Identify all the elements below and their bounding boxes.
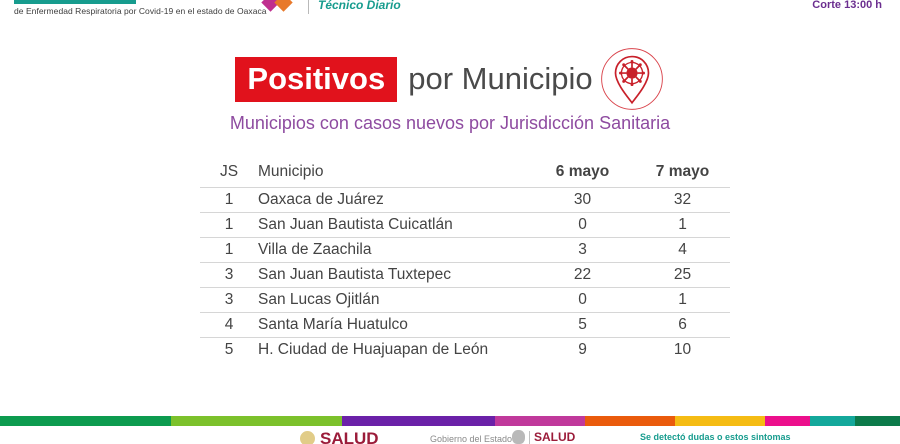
- municipios-table: JS Municipio 6 mayo 7 mayo 1 Oaxaca de Ju…: [200, 163, 730, 363]
- cell-js: 3: [224, 266, 234, 283]
- column-header-municipio: Municipio: [258, 163, 324, 180]
- brand-epidemiologico-label: EPIDEMIOLÓGICO: [140, 0, 311, 4]
- title-badge-positivos: Positivos: [235, 56, 398, 102]
- cell-municipio: Villa de Zaachila: [258, 241, 372, 258]
- section-subtitle: Municipios con casos nuevos por Jurisdic…: [229, 113, 671, 133]
- government-seal-icon: [300, 431, 315, 444]
- table-row: 5 H. Ciudad de Huajuapan de León 9 10: [200, 337, 730, 363]
- color-bar-segment-4: [495, 416, 585, 426]
- table-row: 3 San Lucas Ojitlán 0 1: [200, 287, 730, 313]
- cell-municipio: Oaxaca de Juárez: [258, 191, 384, 208]
- table-row: 1 San Juan Bautista Cuicatlán 0 1: [200, 212, 730, 238]
- header-corte-time: Corte 13:00 h: [812, 0, 882, 11]
- color-bar-segment-7: [765, 416, 810, 426]
- color-bar-segment-3: [342, 416, 495, 426]
- cell-date-2: 32: [673, 191, 692, 208]
- page-footer: SALUD Gobierno del Estado SALUD Se detec…: [0, 426, 900, 444]
- cell-date-2: 6: [678, 316, 687, 333]
- cell-js: 1: [224, 241, 234, 258]
- color-bar-segment-5: [585, 416, 675, 426]
- footer-divider: [529, 430, 530, 444]
- cell-date-1: 30: [573, 191, 592, 208]
- color-bar-segment-9: [855, 416, 900, 426]
- diamond-logo-icon: [261, 0, 302, 16]
- footer-salud-secondary: SALUD: [512, 430, 575, 444]
- municipios-table-wrapper: JS Municipio 6 mayo 7 mayo 1 Oaxaca de Ju…: [200, 163, 730, 363]
- cell-js: 1: [224, 216, 234, 233]
- cell-date-2: 4: [678, 241, 687, 258]
- cell-municipio: San Juan Bautista Tuxtepec: [258, 266, 452, 283]
- table-header-row: JS Municipio 6 mayo 7 mayo: [200, 163, 730, 188]
- header-divider: [308, 0, 309, 14]
- cell-date-1: 9: [578, 341, 587, 358]
- table-head: JS Municipio 6 mayo 7 mayo: [200, 163, 730, 188]
- state-seal-icon: [512, 430, 525, 444]
- brand-title-row: PANORAMA EPIDEMIOLÓGICO: [14, 0, 310, 4]
- table-body: 1 Oaxaca de Juárez 30 32 1 San Juan Bautista …: [200, 187, 730, 363]
- footer-salud-secondary-label: SALUD: [534, 430, 576, 444]
- title-rest-label: por Municipio: [408, 60, 593, 96]
- brand-block: PANORAMA EPIDEMIOLÓGICO de Enfermedad Re…: [14, 0, 310, 16]
- cell-municipio: Santa María Huatulco: [258, 316, 408, 333]
- page-header: PANORAMA EPIDEMIOLÓGICO de Enfermedad Re…: [0, 0, 900, 24]
- cell-date-2: 25: [673, 266, 692, 283]
- footer-salud-label: SALUD: [320, 429, 379, 444]
- column-header-date-1: 6 mayo: [555, 163, 610, 180]
- brand-subtitle: de Enfermedad Respiratoria por Covid-19 …: [14, 6, 267, 16]
- color-bar-segment-8: [810, 416, 855, 426]
- diamond-orange-icon: [274, 0, 293, 12]
- cell-date-1: 22: [573, 266, 592, 283]
- table-row: 1 Oaxaca de Juárez 30 32: [200, 187, 730, 213]
- cell-date-1: 0: [578, 291, 587, 308]
- cell-municipio: San Juan Bautista Cuicatlán: [258, 216, 453, 233]
- footer-salud-primary: SALUD: [300, 430, 379, 444]
- cell-date-1: 0: [578, 216, 587, 233]
- cell-date-1: 3: [578, 241, 587, 258]
- cell-municipio: San Lucas Ojitlán: [258, 291, 380, 308]
- footer-note: Se detectó dudas o estos sintomas: [640, 432, 791, 442]
- cell-municipio: H. Ciudad de Huajuapan de León: [258, 341, 489, 358]
- cell-js: 3: [224, 291, 234, 308]
- column-header-date-2: 7 mayo: [655, 163, 710, 180]
- color-bar-segment-1: [0, 416, 171, 426]
- comunicado-line-2: Técnico Diario: [318, 0, 401, 12]
- table-row: 3 San Juan Bautista Tuxtepec 22 25: [200, 262, 730, 288]
- cell-js: 1: [224, 191, 234, 208]
- map-pin-virus-icon: [600, 48, 663, 110]
- footer-gobierno-label: Gobierno del Estado: [430, 434, 513, 444]
- column-header-js: JS: [219, 163, 239, 180]
- comunicado-tecnico-diario: Comunicado Técnico Diario: [318, 0, 401, 12]
- page-title: Positivos por Municipio: [0, 46, 900, 112]
- cell-date-2: 10: [673, 341, 692, 358]
- table-row: 1 Villa de Zaachila 3 4: [200, 237, 730, 263]
- cell-date-1: 5: [578, 316, 587, 333]
- brand-panorama-label: PANORAMA: [14, 0, 136, 4]
- color-bar-segment-6: [675, 416, 765, 426]
- header-date-block: 07 mayo 2020 Corte 13:00 h: [810, 0, 882, 12]
- table-row: 4 Santa María Huatulco 5 6: [200, 312, 730, 338]
- cell-date-2: 1: [678, 216, 687, 233]
- color-bar-segment-2: [171, 416, 342, 426]
- footer-color-bar: [0, 416, 900, 426]
- cell-date-2: 1: [678, 291, 687, 308]
- cell-js: 4: [224, 316, 234, 333]
- cell-js: 5: [224, 341, 234, 358]
